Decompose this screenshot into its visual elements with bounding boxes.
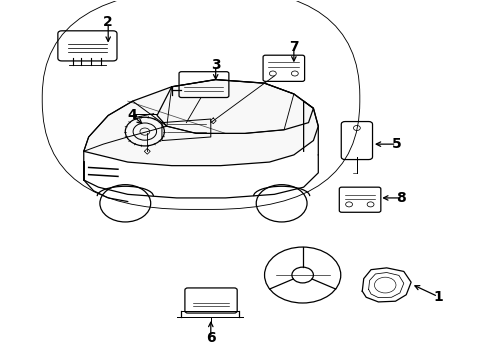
Text: 6: 6 [206,331,216,345]
Polygon shape [84,80,318,166]
Text: 3: 3 [211,58,220,72]
Text: 5: 5 [392,137,401,151]
Text: 2: 2 [103,15,113,29]
Text: 7: 7 [289,40,299,54]
Text: 4: 4 [128,108,138,122]
Text: 1: 1 [433,289,443,303]
Text: 8: 8 [396,191,406,205]
